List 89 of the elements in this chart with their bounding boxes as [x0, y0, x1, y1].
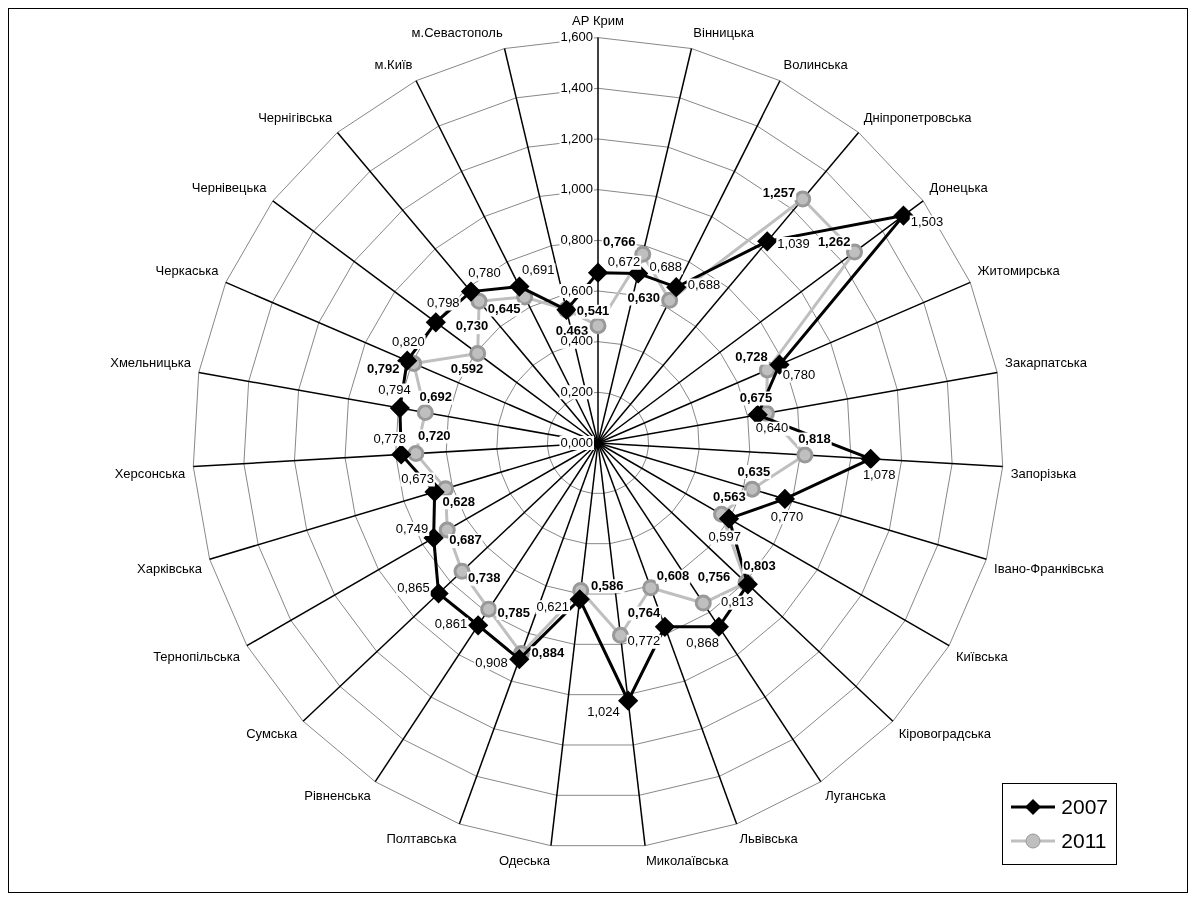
spoke-label: Полтавська: [386, 830, 458, 846]
spoke-label: Дніпропетровська: [863, 110, 973, 126]
data-label: 0,820: [392, 333, 425, 349]
data-label: 0,772: [627, 633, 661, 649]
spoke-label: Харківська: [137, 560, 203, 576]
data-label: 0,692: [419, 389, 453, 405]
data-label: 0,691: [521, 262, 555, 277]
data-label: 0,586: [591, 577, 624, 593]
y-tick-label: 0,800: [560, 231, 593, 247]
data-label: 0,728: [735, 349, 768, 365]
data-label: 0,764: [627, 605, 661, 621]
y-tick-label: 1,000: [560, 181, 593, 197]
data-label: 0,640: [755, 420, 789, 436]
spoke-label: Донецька: [929, 179, 989, 195]
data-label: 0,673: [401, 471, 434, 487]
spoke-label: Одеська: [498, 852, 551, 868]
data-label: 0,738: [467, 570, 501, 586]
data-label: 0,635: [737, 463, 771, 479]
spoke-label: Закарпатська: [1005, 354, 1088, 370]
spoke-label: Кіровоградська: [898, 726, 992, 742]
spoke-label: Сумська: [246, 726, 299, 742]
data-label: 0,865: [397, 580, 430, 596]
spoke-label: Тернопільська: [153, 649, 241, 665]
spoke-label: Миколаївська: [645, 852, 730, 868]
spoke-label: Черкаська: [155, 263, 220, 279]
data-label: 0,766: [603, 234, 636, 250]
data-label: 0,563: [713, 489, 746, 505]
data-label: 1,039: [777, 235, 810, 251]
spoke-label: Львівська: [739, 830, 799, 846]
data-label: 0,785: [497, 604, 530, 620]
data-label: 0,608: [656, 568, 690, 584]
spoke-label: Вінницька: [693, 24, 755, 40]
data-label: 1,078: [862, 467, 896, 483]
spoke-label: Херсонська: [114, 466, 187, 482]
y-tick-label: 1,600: [560, 29, 593, 45]
spoke-label: Запорізька: [1010, 466, 1077, 482]
data-label: 0,688: [649, 258, 683, 274]
data-label: 0,770: [770, 508, 804, 524]
data-label: 0,687: [449, 532, 482, 548]
data-label: 0,861: [434, 616, 468, 632]
data-label: 0,780: [468, 265, 501, 281]
data-label: 0,756: [697, 569, 731, 585]
y-tick-label: 0,200: [560, 383, 593, 399]
data-label: 0,780: [782, 367, 816, 383]
legend-label: 2011: [1061, 829, 1107, 853]
spoke-label: Волинська: [783, 57, 849, 73]
data-label: 0,803: [743, 558, 776, 574]
data-label: 0,621: [536, 598, 570, 614]
data-label: 0,628: [442, 493, 476, 509]
spoke-label: Чернігівська: [258, 110, 334, 126]
data-label: 0,720: [418, 428, 451, 444]
data-label: 0,672: [607, 254, 641, 270]
data-label: 0,908: [475, 654, 508, 670]
data-label: 0,749: [395, 520, 429, 536]
legend-label: 2007: [1061, 795, 1108, 819]
spoke-label: Рівненська: [304, 787, 372, 803]
data-label: 1,024: [587, 704, 620, 720]
data-label: 0,675: [739, 390, 773, 406]
data-label: 0,868: [686, 635, 719, 651]
data-label: 1,257: [762, 184, 796, 200]
spoke-label: м.Київ: [374, 57, 413, 73]
data-label: 0,597: [708, 529, 741, 545]
spoke-label: АР Крим: [572, 13, 625, 29]
data-label: 0,592: [450, 361, 484, 377]
data-label: 0,778: [373, 430, 406, 446]
spoke-label: м.Севастополь: [411, 24, 503, 40]
spoke-label: Чернівецька: [191, 179, 268, 195]
y-tick-label: 1,400: [560, 79, 593, 95]
data-label: 0,792: [366, 361, 400, 377]
y-tick-label: 0,600: [560, 282, 593, 298]
data-label: 0,794: [378, 382, 411, 398]
data-label: 0,818: [798, 431, 831, 447]
data-label: 1,503: [910, 214, 944, 230]
spoke-label: Івано-Франківська: [994, 560, 1105, 576]
spoke-label: Житомирська: [977, 263, 1061, 279]
data-label: 0,630: [627, 290, 660, 306]
data-label: 0,884: [531, 644, 565, 660]
y-tick-label: 1,200: [560, 130, 593, 146]
y-tick-label: 0,000: [560, 434, 593, 450]
data-label: 0,541: [576, 303, 610, 319]
spoke-label: Луганська: [825, 787, 887, 803]
data-label: 0,730: [455, 318, 489, 334]
data-label: 0,688: [687, 277, 721, 293]
spoke-label: Київська: [956, 649, 1009, 665]
spoke-label: Хмельницька: [110, 354, 192, 370]
data-label: 0,645: [487, 301, 521, 317]
data-label: 0,798: [427, 295, 460, 311]
data-label: 1,262: [817, 234, 851, 250]
data-label: 0,813: [720, 594, 754, 610]
